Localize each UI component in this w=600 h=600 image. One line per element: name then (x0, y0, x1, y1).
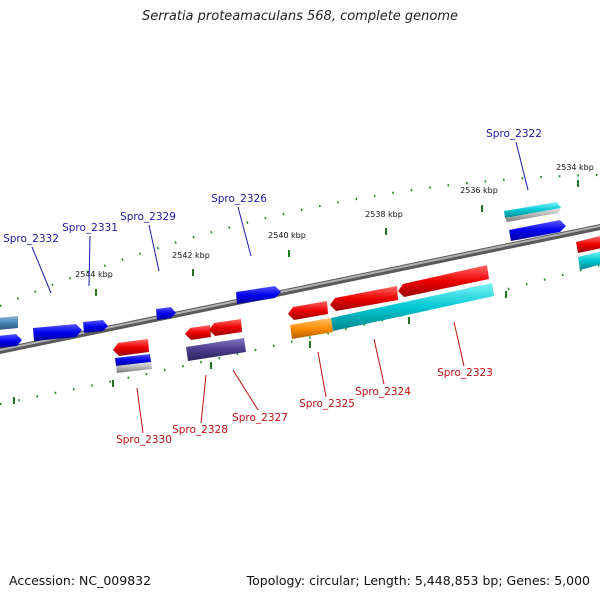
genome-backbone-highlight (0, 225, 600, 352)
gene-label-leader (200, 374, 207, 424)
map-title: Serratia proteamaculans 568, complete ge… (141, 9, 459, 24)
gene-spro-2327-purple (186, 338, 246, 361)
genome-summary-text: Topology: circular; Length: 5,448,853 bp… (246, 573, 590, 588)
gene-spro-2332 (0, 334, 22, 348)
accession-text: Accession: NC_009832 (9, 573, 152, 588)
gene-label-leader (515, 141, 529, 191)
gene-label-leader (237, 206, 252, 257)
gene-spro-2322-cyan (504, 202, 561, 218)
scale-label: 2534 kbp (556, 163, 594, 172)
gene-spro-2325-orange (290, 318, 333, 339)
genome-backbone (0, 223, 600, 355)
gene-spro-2330-gray (116, 362, 152, 373)
gene-spro-2323 (398, 265, 489, 297)
gene-spro-2328 (185, 325, 211, 340)
gene-label: Spro_2330 (116, 434, 172, 446)
scale-labels: 2534 kbp 2536 kbp 2538 kbp 2540 kbp 2542 kbp… (75, 163, 594, 279)
gene-label-leader (148, 224, 160, 272)
major-ticks-inner (13, 291, 507, 404)
gene-label-leader (373, 338, 385, 385)
gene-spro-2330-blue (115, 354, 151, 366)
gene-label: Spro_2323 (437, 367, 493, 379)
gene-spro-2331 (33, 324, 82, 341)
gene-spro-2322 (509, 220, 566, 241)
gene-label-leader (232, 369, 259, 411)
gene-label: Spro_2331 (62, 222, 118, 234)
gene-label: Spro_2326 (211, 193, 267, 205)
gene-spro-2329 (83, 320, 108, 333)
scale-label: 2538 kbp (365, 210, 403, 219)
gene-spro-2324 (330, 286, 398, 311)
gene-spro-2328-fwd (156, 307, 176, 320)
gene-label-leader (31, 246, 52, 294)
gene-spro-2332-fragment (0, 316, 18, 330)
gene-label-leader (88, 235, 91, 287)
scale-label: 2544 kbp (75, 270, 113, 279)
gene-label-leader (136, 387, 144, 434)
gene-labels: Spro_2322Spro_2326Spro_2329Spro_2331Spro… (3, 128, 542, 446)
gene-label: Spro_2325 (299, 398, 355, 410)
gene-spro-2324-cyan (331, 283, 494, 331)
gene-label: Spro_2328 (172, 424, 228, 436)
scale-label: 2540 kbp (268, 231, 306, 240)
gene-label: Spro_2324 (355, 386, 411, 398)
gene-label-leader (317, 351, 327, 398)
scale-label: 2536 kbp (460, 186, 498, 195)
gene-label-leader (453, 321, 465, 367)
gene-label: Spro_2322 (486, 128, 542, 140)
gene-spro-2325 (288, 301, 328, 320)
major-ticks-outer (95, 180, 579, 296)
gene-spro-2330 (113, 339, 149, 356)
scale-label: 2542 kbp (172, 251, 210, 260)
gene-spro-2326 (236, 286, 281, 304)
gene-edge-red (576, 236, 600, 253)
gene-spro-2322-gray (505, 208, 561, 222)
gene-label: Spro_2329 (120, 211, 176, 223)
gene-edge-cyan (578, 251, 600, 270)
gene-spro-2327 (209, 319, 242, 336)
gene-label: Spro_2332 (3, 233, 59, 245)
gene-label: Spro_2327 (232, 412, 288, 424)
